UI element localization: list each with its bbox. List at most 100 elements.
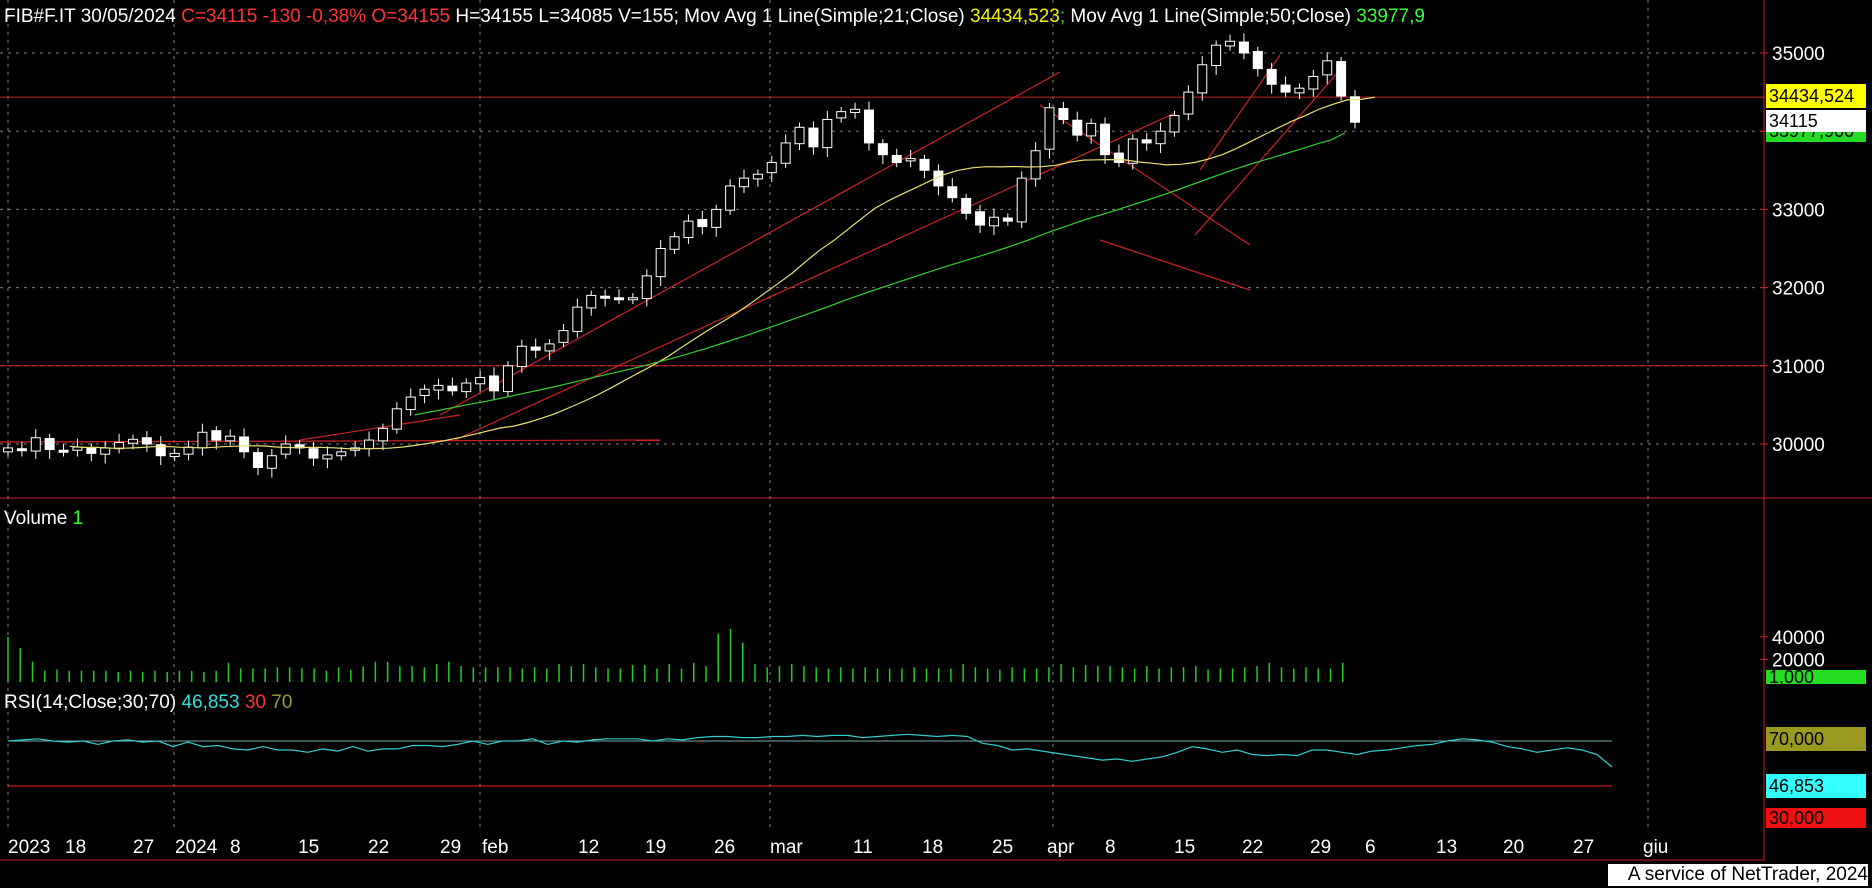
x-tick-label: mar: [770, 837, 803, 858]
candle-body: [447, 385, 458, 392]
candle-body: [1308, 75, 1319, 90]
candle-body: [766, 161, 777, 174]
candle-body: [141, 437, 152, 445]
candle-body: [1169, 115, 1180, 133]
rsi-upper-tag: 70,000: [1766, 727, 1866, 751]
candle-body: [1086, 122, 1097, 137]
candle-body: [127, 438, 138, 444]
x-tick-label: apr: [1047, 837, 1075, 858]
x-tick-label: 15: [1174, 837, 1195, 858]
x-tick-label: 11: [853, 837, 873, 858]
candle-body: [155, 444, 166, 457]
candle-body: [1155, 130, 1166, 145]
candle-body: [1294, 87, 1305, 94]
credit-text: A service of NetTrader, 2024: [1608, 864, 1868, 886]
candle-body: [1225, 40, 1236, 47]
rsi-lower: 30: [244, 692, 266, 713]
candle-body: [836, 111, 847, 119]
ma21-value: 34434,523: [970, 6, 1060, 27]
x-tick-label: 19: [645, 837, 666, 858]
candle-body: [280, 443, 291, 455]
candle-body: [30, 437, 41, 452]
rsi-upper: 70: [271, 692, 293, 713]
candle-body: [197, 431, 208, 449]
candle-body: [1266, 68, 1277, 85]
volume-tick-label: 40000: [1772, 628, 1825, 649]
candle-body: [711, 208, 722, 228]
last-price-tag: 34115: [1766, 110, 1866, 132]
rsi-panel-label: RSI(14;Close;30;70) 46,853 30 70: [4, 692, 292, 714]
y-tick-label: 31000: [1772, 357, 1825, 378]
candle-body: [947, 186, 958, 199]
candle-body: [239, 436, 250, 453]
y-tick-label: 30000: [1772, 435, 1825, 456]
candle-body: [1197, 64, 1208, 94]
y-tick-label: 35000: [1772, 44, 1825, 65]
trendline: [454, 112, 1176, 441]
ohlc-change: C=34115 -130 -0,38% O=34155: [181, 6, 451, 27]
x-tick-label: 22: [1242, 837, 1263, 858]
rsi-line: [7, 733, 1613, 768]
volume-label: Volume: [4, 508, 68, 529]
chart-header: FIB#F.IT 30/05/2024 C=34115 -130 -0,38% …: [4, 6, 1425, 27]
candle-body: [1072, 119, 1083, 136]
trendline: [1099, 239, 1251, 291]
ma21-line: [69, 96, 1376, 450]
candle-body: [586, 294, 597, 309]
volume-tick-label: 20000: [1772, 650, 1825, 671]
candle-body: [322, 454, 333, 460]
candle-body: [1141, 139, 1152, 144]
candle-body: [822, 118, 833, 149]
candle-body: [614, 297, 625, 301]
rsi-label: RSI(14;Close;30;70): [4, 692, 177, 713]
candle-body: [461, 382, 472, 393]
symbol-date: FIB#F.IT 30/05/2024: [4, 6, 176, 27]
y-tick-label: 33000: [1772, 200, 1825, 221]
trendline: [1194, 69, 1341, 236]
candle-body: [1100, 123, 1111, 156]
candle-body: [919, 158, 930, 171]
x-tick-label: 18: [65, 837, 86, 858]
x-tick-label: 20: [1503, 837, 1524, 858]
ma50-value: 33977,9: [1356, 6, 1425, 27]
trendline: [0, 439, 661, 443]
x-tick-label: 18: [922, 837, 943, 858]
x-tick-label: 22: [368, 837, 389, 858]
trendline: [1199, 54, 1281, 171]
candle-body: [1336, 61, 1347, 97]
candle-body: [391, 408, 402, 430]
candle-body: [655, 248, 666, 278]
candle-body: [308, 448, 319, 459]
candle-body: [336, 451, 347, 457]
ma50-line: [414, 132, 1346, 416]
ma50-label: Mov Avg 1 Line(Simple;50;Close): [1070, 6, 1351, 27]
candle-body: [544, 343, 555, 352]
candle-body: [975, 211, 986, 226]
candle-body: [530, 346, 541, 351]
candle-body: [1044, 107, 1055, 150]
candle-body: [877, 143, 888, 156]
candle-body: [725, 185, 736, 211]
candle-body: [1016, 177, 1027, 223]
candle-body: [1183, 91, 1194, 115]
candle-body: [780, 142, 791, 164]
volume-tag: 1,000: [1766, 670, 1866, 684]
x-tick-label: 6: [1365, 837, 1376, 858]
candle-body: [475, 377, 486, 385]
trendline: [299, 414, 461, 441]
candle-body: [1211, 44, 1222, 67]
candle-body: [100, 447, 111, 455]
candle-body: [1238, 41, 1249, 54]
candle-body: [697, 219, 708, 228]
candle-body: [600, 295, 611, 299]
x-tick-label: 2023: [8, 837, 50, 858]
candle-body: [558, 330, 569, 343]
y-tick-label: 32000: [1772, 279, 1825, 300]
candle-body: [641, 275, 652, 300]
ma21-price-tag: 34434,524: [1766, 84, 1866, 108]
candle-body: [669, 236, 680, 250]
candle-body: [225, 435, 236, 442]
x-tick-label: 29: [1310, 837, 1331, 858]
x-tick-label: 13: [1436, 837, 1457, 858]
candle-body: [905, 158, 916, 162]
